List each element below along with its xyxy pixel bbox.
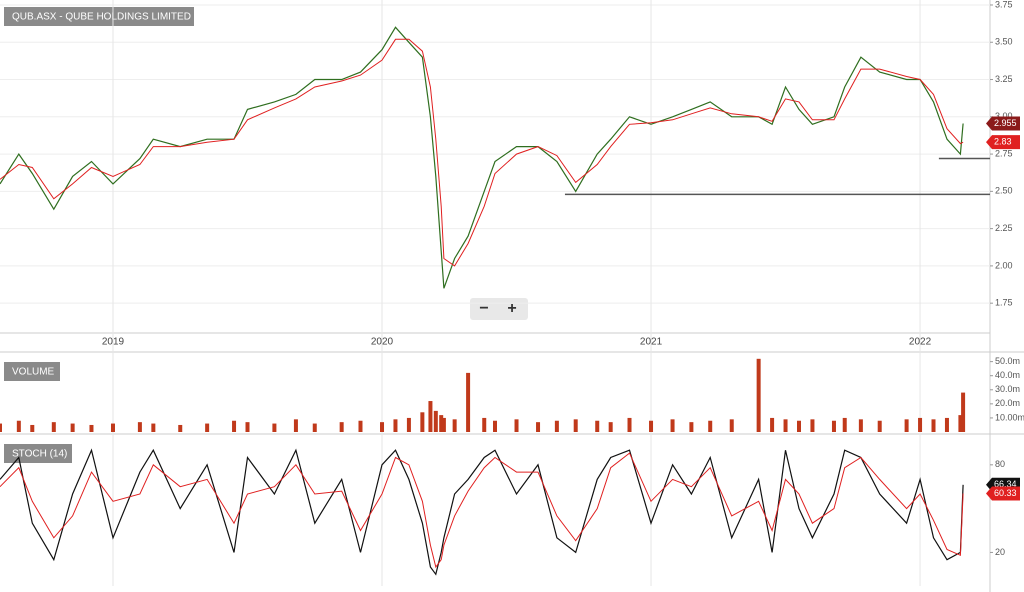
y-tick-label: 10.00m bbox=[995, 412, 1024, 422]
volume-bar bbox=[16, 420, 21, 432]
volume-bar bbox=[595, 420, 600, 432]
volume-bar bbox=[689, 422, 694, 432]
y-tick-label: 50.0m bbox=[995, 356, 1020, 366]
y-tick-label: 1.75 bbox=[995, 298, 1013, 308]
stoch-label-box bbox=[4, 444, 72, 463]
volume-bar bbox=[877, 420, 882, 432]
last-value-label: 66.34 bbox=[994, 479, 1017, 489]
x-tick-label: 2020 bbox=[371, 337, 394, 348]
volume-bar bbox=[312, 423, 317, 432]
zoom-out-button[interactable]: − bbox=[479, 300, 488, 317]
volume-label: VOLUME bbox=[12, 367, 55, 378]
volume-label-box bbox=[4, 362, 60, 381]
volume-bar bbox=[30, 424, 35, 432]
y-tick-label: 2.75 bbox=[995, 148, 1013, 158]
volume-bar bbox=[452, 419, 457, 432]
volume-bar bbox=[729, 419, 734, 432]
volume-bar bbox=[466, 372, 471, 432]
y-tick-label: 20 bbox=[995, 547, 1005, 557]
volume-bar bbox=[944, 417, 949, 432]
volume-bar bbox=[770, 417, 775, 432]
volume-bar bbox=[573, 419, 578, 432]
volume-bar bbox=[420, 412, 425, 432]
volume-bar bbox=[0, 423, 2, 432]
volume-bar bbox=[514, 419, 519, 432]
volume-bar bbox=[961, 392, 966, 432]
last-value-tag bbox=[986, 135, 1020, 150]
y-tick-label: 3.00 bbox=[995, 111, 1013, 121]
volume-bar bbox=[831, 420, 836, 432]
volume-bar bbox=[406, 417, 411, 432]
y-tick-label: 2.25 bbox=[995, 223, 1013, 233]
volume-bar bbox=[439, 415, 444, 432]
volume-bar bbox=[178, 424, 183, 432]
volume-bar bbox=[245, 422, 250, 432]
volume-bar bbox=[151, 423, 156, 432]
x-tick-label: 2021 bbox=[640, 337, 663, 348]
y-tick-label: 2.00 bbox=[995, 260, 1013, 270]
volume-bar bbox=[70, 423, 75, 432]
x-tick-label: 2022 bbox=[909, 337, 932, 348]
y-tick-label: 3.75 bbox=[995, 0, 1013, 9]
volume-bar bbox=[433, 410, 438, 432]
y-tick-label: 30.0m bbox=[995, 384, 1020, 394]
volume-bar bbox=[232, 420, 237, 432]
y-tick-label: 40.0m bbox=[995, 370, 1020, 380]
y-tick-label: 20.0m bbox=[995, 398, 1020, 408]
volume-bar bbox=[137, 422, 142, 432]
volume-bar bbox=[380, 422, 385, 432]
y-tick-label: 3.50 bbox=[995, 37, 1013, 47]
volume-bar bbox=[393, 419, 398, 432]
last-value-tag bbox=[986, 116, 1020, 131]
last-value-tag bbox=[986, 486, 1020, 501]
volume-bar bbox=[428, 401, 433, 432]
volume-bar bbox=[670, 419, 675, 432]
series-line bbox=[0, 38, 964, 267]
zoom-in-button[interactable]: + bbox=[507, 300, 516, 317]
series-line bbox=[0, 452, 964, 569]
volume-bar bbox=[493, 420, 497, 432]
volume-bar bbox=[339, 422, 344, 432]
volume-bar bbox=[536, 422, 541, 432]
volume-bar bbox=[89, 424, 94, 432]
last-value-label: 2.955 bbox=[994, 118, 1017, 128]
y-tick-label: 2.50 bbox=[995, 186, 1013, 196]
volume-bar bbox=[904, 419, 909, 432]
volume-bar bbox=[649, 420, 654, 432]
volume-bar bbox=[441, 417, 446, 432]
volume-bar bbox=[608, 422, 613, 432]
last-value-label: 2.83 bbox=[994, 137, 1012, 147]
volume-bar bbox=[958, 415, 963, 432]
x-tick-label: 2019 bbox=[102, 337, 125, 348]
volume-bar bbox=[756, 358, 761, 432]
volume-bar bbox=[272, 423, 277, 432]
volume-bar bbox=[205, 423, 210, 432]
volume-bar bbox=[858, 419, 863, 432]
volume-bar bbox=[708, 420, 713, 432]
volume-bar bbox=[918, 417, 923, 432]
chart-title: QUB.ASX - QUBE HOLDINGS LIMITED bbox=[12, 12, 191, 23]
y-tick-label: 3.25 bbox=[995, 74, 1013, 84]
volume-bar bbox=[358, 420, 363, 432]
volume-bar bbox=[482, 417, 487, 432]
volume-bar bbox=[783, 419, 788, 432]
volume-bar bbox=[627, 417, 632, 432]
volume-bar bbox=[796, 420, 801, 432]
volume-bar bbox=[931, 419, 936, 432]
series-line bbox=[0, 448, 964, 576]
stoch-label: STOCH (14) bbox=[12, 449, 67, 460]
y-tick-label: 80 bbox=[995, 459, 1005, 469]
last-value-label: 60.33 bbox=[994, 488, 1017, 498]
volume-bar bbox=[842, 417, 847, 432]
volume-bar bbox=[110, 423, 115, 432]
title-box bbox=[4, 7, 194, 26]
volume-bar bbox=[293, 419, 298, 432]
volume-bar bbox=[51, 422, 56, 432]
volume-bar bbox=[810, 419, 815, 432]
volume-bar bbox=[554, 420, 559, 432]
